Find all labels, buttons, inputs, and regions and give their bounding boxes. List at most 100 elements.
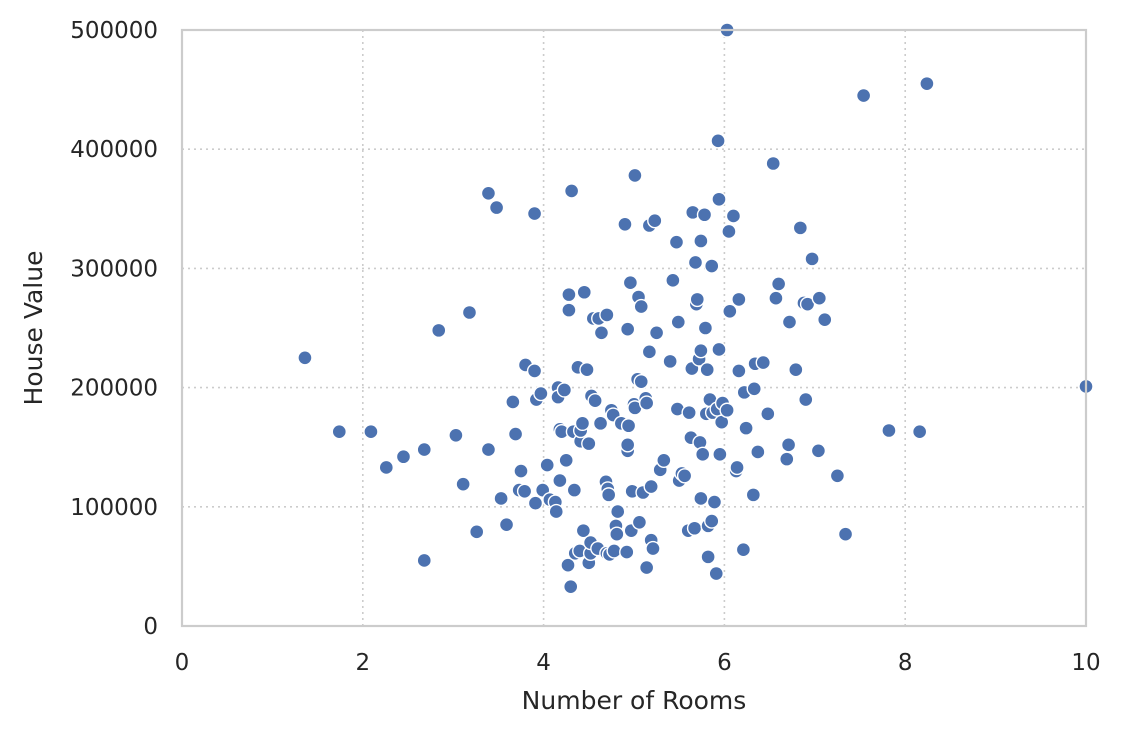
scatter-point [711,341,727,358]
scatter-point [722,303,738,320]
scatter-point [610,503,626,520]
scatter-point [592,415,609,432]
scatter-point [513,463,529,479]
scatter-point [668,234,685,250]
scatter-point [645,540,661,557]
scatter-point [631,514,648,530]
scatter-point [676,468,693,484]
scatter-point [622,275,639,291]
scatter-point [881,422,897,439]
scatter-point [647,213,663,229]
y-tick-label: 400000 [70,137,158,163]
scatter-point [297,350,313,366]
scatter-point [619,544,635,560]
scatter-point [633,373,649,390]
scatter-point [731,363,747,379]
scatter-point [488,199,505,216]
scatter-point [760,406,776,422]
x-axis-label: Number of Rooms [522,686,747,715]
scatter-point [527,495,544,511]
scatter-point [710,133,726,149]
x-tick-label: 8 [898,650,913,676]
scatter-point [455,476,471,492]
scatter-point [560,557,576,573]
y-tick-label: 200000 [70,376,158,402]
scatter-point [662,353,678,370]
grid-lines [182,30,1086,626]
scatter-point [706,494,723,510]
scatter-point [725,208,742,224]
scatter-point [556,382,573,398]
scatter-point [526,363,543,379]
scatter-point [533,385,549,402]
scatter-point [681,404,697,421]
scatter-point [576,284,592,300]
scatter-point [788,362,804,378]
scatter-point [574,415,591,432]
scatter-point [781,314,798,330]
scatter-point [911,424,928,440]
scatter-point [798,391,814,408]
scatter-point [689,291,705,308]
y-tick-label: 500000 [70,18,158,44]
x-tick-label: 2 [355,650,370,676]
scatter-point [919,75,935,92]
y-tick-label: 0 [143,614,158,640]
y-axis-label: House Value [19,251,48,406]
x-tick-label: 10 [1071,650,1100,676]
scatter-points [297,22,1094,595]
scatter-point [566,482,583,498]
scatter-point [735,542,752,558]
scatter-point [643,478,659,495]
scatter-point [431,322,447,339]
scatter-point [855,87,872,104]
y-tick-label: 300000 [70,256,158,282]
scatter-point [507,426,524,442]
scatter-point [708,565,724,582]
scatter-point [617,216,633,232]
scatter-point [719,402,735,418]
scatter-point [695,446,711,463]
scatter-point [575,522,592,539]
scatter-point [731,291,747,308]
scatter-point [704,258,720,274]
scatter-point [687,254,704,271]
scatter-point [331,424,347,440]
scatter-point [609,526,625,542]
scatter-point [697,320,714,336]
scatter-point [641,344,658,360]
scatter-point [699,362,715,378]
scatter-point [670,314,686,330]
scatter-point [498,516,515,533]
scatter-point [599,307,615,323]
scatter-point [579,362,595,378]
scatter-point [606,543,622,559]
scatter-point [627,167,643,184]
scatter-point [619,437,636,453]
scatter-point [817,311,833,328]
scatter-point [729,459,745,476]
scatter-point [770,276,787,292]
scatter-point [461,304,478,321]
scatter-point [693,490,709,507]
scatter-point [829,468,846,484]
scatter-point [416,441,432,458]
scatter-point [738,420,754,436]
scatter-point [593,325,610,341]
y-axis-ticks: 0 100000 200000 300000 400000 500000 [70,18,158,640]
scatter-point [765,155,781,172]
scatter-point [648,325,665,341]
scatter-point [711,191,727,207]
scatter-point [693,342,709,359]
scatter-point [779,451,795,467]
scatter-point [745,487,762,503]
scatter-point [516,483,533,500]
scatter-point [656,452,672,469]
scatter-point [633,298,649,315]
scatter-point [620,418,637,434]
scatter-point [561,302,577,318]
scatter-point [395,449,412,465]
scatter-point [810,443,827,459]
x-axis-ticks: 0 2 4 6 8 10 [175,650,1101,676]
